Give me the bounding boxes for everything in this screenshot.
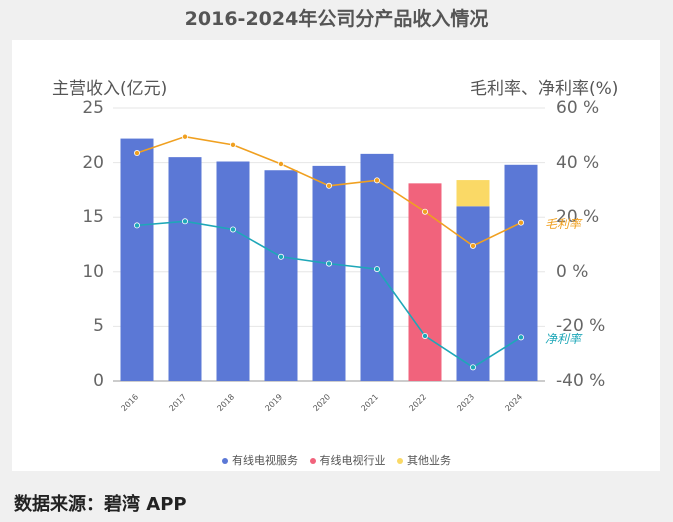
line-point-0-2022 (421, 208, 428, 215)
line-point-0-2023 (469, 242, 476, 249)
line-point-0-2021 (373, 177, 380, 184)
y2-tick-label: -20 % (556, 316, 606, 337)
legend-marker-icon (309, 458, 316, 464)
line-point-1-2018 (229, 226, 236, 233)
legend-item-other[interactable]: 其他业务 (397, 452, 451, 468)
line-point-1-2020 (325, 260, 332, 267)
bar-2016-series-0 (120, 138, 154, 381)
bar-2020-series-0 (312, 165, 346, 381)
y2-tick-label: 0 % (556, 261, 589, 282)
line-point-1-2019 (277, 253, 284, 260)
legend-item-cable-industry[interactable]: 有线电视行业 (309, 452, 386, 468)
bar-2018-series-0 (216, 161, 250, 381)
y-tick-label: 5 (93, 316, 104, 337)
bar-2023-series-2 (456, 180, 490, 207)
y2-tick-label: 20 % (556, 207, 600, 228)
line-point-0-2017 (181, 133, 188, 140)
y-tick-label: 10 (82, 261, 104, 282)
bar-2019-series-0 (264, 170, 298, 381)
y-tick-label: 20 (82, 152, 104, 173)
legend-item-cable-service[interactable]: 有线电视服务 (222, 452, 298, 468)
line-point-0-2018 (229, 141, 236, 148)
line-point-0-2019 (277, 160, 284, 167)
y2-tick-label: 40 % (556, 152, 600, 173)
right-axis-title: 毛利率、净利率(%) (470, 79, 619, 99)
y-tick-label: 15 (82, 207, 104, 228)
bar-2022-series-1 (408, 183, 442, 381)
chart-legend: 有线电视服务 有线电视行业 其他业务 (0, 452, 673, 468)
bar-2023-series-0 (456, 206, 490, 381)
legend-label: 有线电视服务 (232, 454, 298, 467)
line-point-1-2022 (421, 332, 428, 339)
line-point-1-2021 (373, 266, 380, 273)
line-point-1-2017 (181, 218, 188, 225)
line-point-0-2024 (518, 219, 525, 226)
legend-marker-icon (222, 458, 228, 464)
chart-title: 2016-2024年公司分产品收入情况 (184, 8, 489, 30)
bar-2017-series-0 (168, 157, 202, 381)
bar-2024-series-0 (504, 164, 538, 381)
data-source-note: 数据来源：碧湾 APP (14, 494, 187, 515)
y2-tick-label: 60 % (556, 98, 600, 118)
y2-tick-label: -40 % (556, 371, 606, 391)
net-margin-series-label: 净利率 (545, 332, 582, 346)
y-tick-label: 25 (82, 98, 104, 118)
line-point-1-2023 (469, 364, 476, 371)
legend-label: 有线电视行业 (319, 454, 386, 467)
line-point-0-2016 (133, 150, 140, 157)
gross-margin-series-label: 毛利率 (545, 217, 582, 231)
legend-marker-icon (397, 458, 403, 464)
line-point-1-2024 (518, 334, 525, 341)
line-point-1-2016 (133, 222, 140, 229)
legend-label: 其他业务 (407, 454, 451, 467)
y-tick-label: 0 (93, 371, 104, 391)
left-axis-title: 主营收入(亿元) (52, 79, 168, 99)
line-point-0-2020 (325, 182, 332, 189)
